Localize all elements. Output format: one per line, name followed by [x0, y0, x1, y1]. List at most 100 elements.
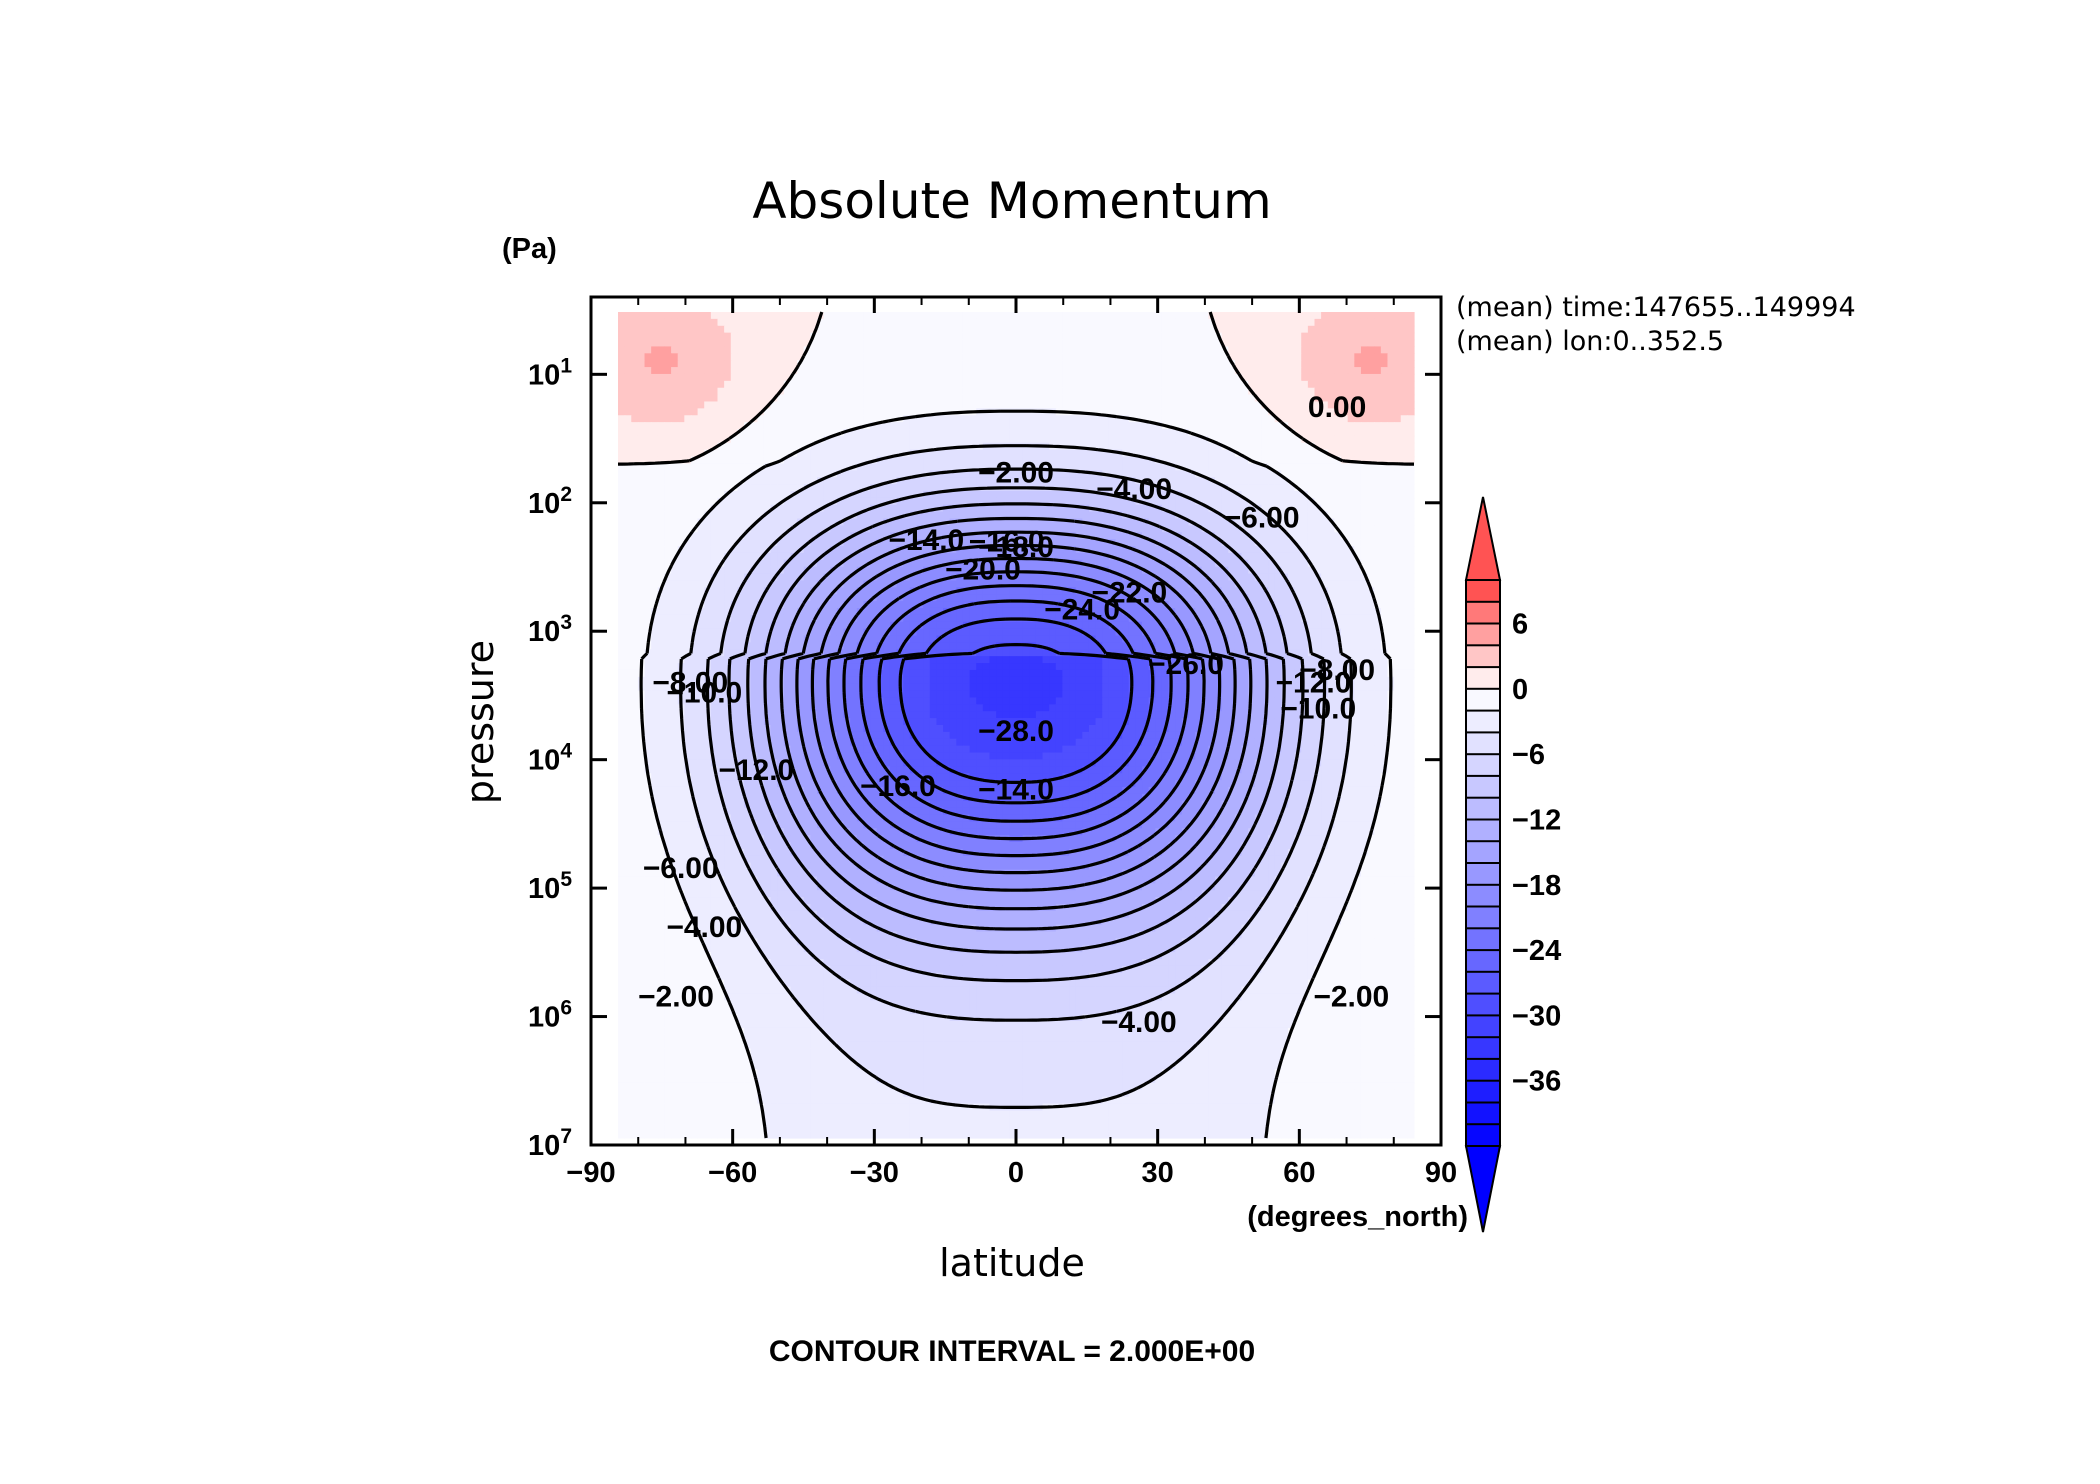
colorbar-label: 0	[1512, 674, 1528, 706]
contour-label: −6.00	[1224, 501, 1300, 534]
contour-line	[679, 444, 1353, 1109]
colorbar-swatch	[1465, 949, 1501, 974]
colorbar-swatch	[1465, 1123, 1501, 1148]
y-tick-label: 101	[528, 354, 572, 391]
colorbar-swatch	[1465, 1014, 1501, 1039]
contour-label: −20.0	[945, 553, 1021, 586]
colorbar-swatch	[1465, 992, 1501, 1017]
colorbar-swatch	[1465, 883, 1501, 908]
colorbar-label: −12	[1512, 805, 1561, 837]
contour-label: −14.0	[888, 524, 964, 557]
contour-label: −10.0	[666, 677, 742, 710]
colorbar-swatch	[1465, 818, 1501, 843]
x-axis-title: latitude	[939, 1241, 1085, 1285]
colorbar-bottom-arrow	[1464, 1145, 1502, 1233]
colorbar: 6 0 −6 −12 −18 −24 −30 −36	[1464, 496, 1561, 1233]
contour-line	[877, 617, 1155, 805]
contour-label: −8.00	[652, 666, 728, 699]
y-tick-label: 105	[528, 868, 572, 905]
colorbar-swatch	[1465, 1057, 1501, 1083]
contour-label: −16.0	[860, 770, 936, 803]
contour-line	[779, 530, 1253, 911]
colorbar-swatch	[1465, 666, 1501, 691]
x-axis: −90 −60 −30 0 30 60 90	[566, 297, 1457, 1189]
contour-label: −12.0	[1276, 666, 1352, 699]
colorbar-swatch	[1465, 1101, 1501, 1126]
colorbar-swatch	[1465, 579, 1501, 604]
colorbar-swatch	[1465, 644, 1501, 669]
x-tick-label: 90	[1425, 1157, 1457, 1189]
colorbar-label: −24	[1512, 935, 1561, 967]
x-tick-label: −60	[708, 1157, 757, 1189]
contour-line	[639, 409, 1393, 1139]
chart-title: Absolute Momentum	[752, 172, 1271, 230]
colorbar-swatch	[1465, 753, 1501, 778]
colorbar-swatch	[1465, 774, 1501, 800]
contour-line	[826, 570, 1206, 858]
colorbar-label: −30	[1512, 1000, 1561, 1032]
contour-line	[618, 311, 1414, 466]
colorbar-swatch	[1465, 731, 1501, 756]
contour-line	[810, 556, 1222, 875]
colorbar-label: −36	[1512, 1066, 1561, 1098]
x-tick-label: −30	[850, 1157, 899, 1189]
colorbar-label: −18	[1512, 870, 1561, 902]
colorbar-swatch	[1465, 622, 1501, 647]
contour-label: −2.00	[1313, 981, 1389, 1014]
colorbar-swatch	[1465, 600, 1501, 625]
contour-label: −6.00	[643, 852, 719, 885]
colorbar-swatch	[1465, 1079, 1501, 1104]
colorbar-label: 6	[1512, 609, 1528, 641]
contour-line	[763, 516, 1269, 931]
contour-label: −28.0	[978, 715, 1054, 748]
contour-line	[842, 584, 1190, 841]
colorbar-swatch	[1465, 687, 1501, 712]
contour-interval: CONTOUR INTERVAL = 2.000E+00	[769, 1335, 1255, 1368]
contour-line	[898, 643, 1134, 784]
contour-line	[727, 486, 1305, 983]
colorbar-swatch	[1465, 840, 1501, 865]
y-tick-label: 104	[528, 740, 572, 777]
colorbar-swatch	[1465, 905, 1501, 930]
contour-label: −4.00	[1096, 473, 1172, 506]
annotation-lon: (mean) lon:0..352.5	[1456, 326, 1724, 357]
contour-label: −8.00	[1299, 654, 1375, 687]
colorbar-label: −6	[1512, 739, 1545, 771]
contour-line	[746, 502, 1286, 954]
contour-label: −2.00	[638, 981, 714, 1014]
x-tick-label: 60	[1283, 1157, 1315, 1189]
contour-line	[705, 467, 1327, 1022]
x-tick-label: 30	[1142, 1157, 1174, 1189]
y-tick-label: 107	[528, 1125, 572, 1162]
contour-label: −14.0	[978, 773, 1054, 806]
colorbar-swatch	[1465, 970, 1501, 995]
contour-label: −2.00	[978, 456, 1054, 489]
contour-label: −16.0	[969, 525, 1045, 558]
contour-line	[795, 543, 1237, 892]
annotation-time: (mean) time:147655..149994	[1456, 292, 1856, 323]
contour-label: −12.0	[718, 754, 794, 787]
x-axis-unit: (degrees_north)	[1247, 1201, 1468, 1233]
contour-label: −26.0	[1148, 648, 1224, 681]
y-axis-title: pressure	[458, 640, 502, 804]
contour-label: 0.00	[1308, 391, 1366, 424]
x-tick-label: −90	[566, 1157, 615, 1189]
contour-label: −4.00	[1101, 1006, 1177, 1039]
colorbar-swatch	[1465, 709, 1501, 734]
contour-label: −22.0	[1091, 577, 1167, 610]
colorbar-swatch	[1465, 862, 1501, 887]
x-tick-label: 0	[1008, 1157, 1024, 1189]
y-tick-label: 106	[528, 997, 572, 1034]
contour-line	[859, 599, 1173, 823]
colorbar-swatch	[1465, 796, 1501, 821]
y-axis: 101 102 103 104 105 106 107	[528, 354, 1441, 1162]
contour-label: −4.00	[666, 911, 742, 944]
contour-label: −18.0	[978, 531, 1054, 564]
colorbar-swatch	[1465, 1036, 1501, 1061]
contour-lines	[618, 311, 1414, 1139]
colorbar-top-arrow	[1464, 496, 1502, 581]
y-axis-unit: (Pa)	[502, 233, 557, 265]
contour-label-group: 0.00−2.00 −4.00−6.00−14.0 −16.0−18.0−20.0−…	[638, 391, 1389, 1039]
contour-label: −24.0	[1044, 594, 1120, 627]
